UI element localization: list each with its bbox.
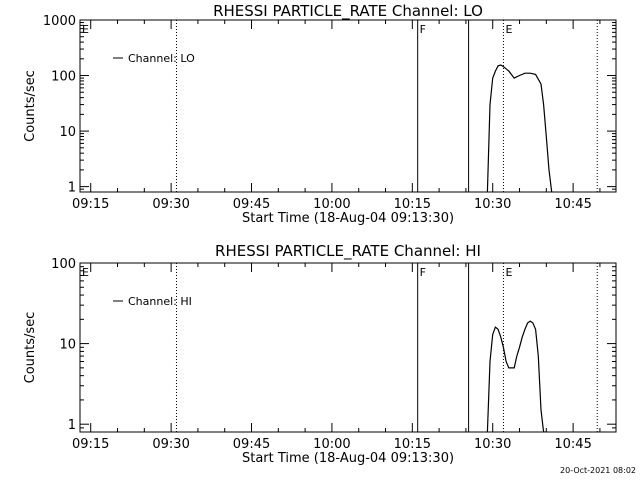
event-marker-label-0-1: F bbox=[420, 23, 426, 36]
x-tick-label-1: 09:30 bbox=[152, 437, 189, 452]
chart-title-lo: RHESSI PARTICLE_RATE Channel: LO bbox=[213, 2, 483, 20]
x-tick-label-1: 10:15 bbox=[394, 437, 431, 452]
y-tick-label-0: 1000 bbox=[43, 14, 76, 29]
corner-label-1: E bbox=[82, 266, 89, 279]
x-tick-label-0: 10:15 bbox=[394, 197, 431, 212]
x-tick-label-1: 09:15 bbox=[72, 437, 109, 452]
footer-timestamp: 20-Oct-2021 08:02 bbox=[560, 466, 636, 475]
plot-frame-1 bbox=[79, 262, 617, 433]
x-tick-label-0: 10:45 bbox=[554, 197, 591, 212]
x-tick-label-1: 10:45 bbox=[554, 437, 591, 452]
x-tick-label-0: 09:30 bbox=[152, 197, 189, 212]
x-tick-label-1: 10:00 bbox=[313, 437, 350, 452]
x-tick-label-0: 10:00 bbox=[313, 197, 350, 212]
y-tick-label-1: 1 bbox=[68, 418, 76, 433]
plot-frame-0 bbox=[79, 19, 617, 193]
chart-title-hi: RHESSI PARTICLE_RATE Channel: HI bbox=[215, 242, 481, 260]
x-tick-label-1: 09:45 bbox=[233, 437, 270, 452]
y-tick-label-1: 10 bbox=[59, 338, 76, 353]
y-tick-label-0: 100 bbox=[51, 70, 76, 85]
x-tick-label-0: 09:15 bbox=[72, 197, 109, 212]
x-axis-label-hi: Start Time (18-Aug-04 09:13:30) bbox=[241, 451, 455, 466]
x-tick-label-1: 10:30 bbox=[474, 437, 511, 452]
y-axis-label-0: Counts/sec bbox=[23, 70, 38, 142]
legend-entry-0: Channel: LO bbox=[128, 52, 195, 65]
series-line-0-0 bbox=[486, 64, 553, 192]
x-tick-label-0: 09:45 bbox=[233, 197, 270, 212]
legend-entry-1: Channel: HI bbox=[128, 295, 192, 308]
corner-label-0: E bbox=[82, 23, 89, 36]
x-axis-label-lo: Start Time (18-Aug-04 09:13:30) bbox=[241, 211, 455, 226]
x-tick-label-0: 10:30 bbox=[474, 197, 511, 212]
event-marker-label-1-3: E bbox=[505, 266, 512, 279]
y-tick-label-0: 1 bbox=[68, 181, 76, 196]
series-line-1-0 bbox=[486, 320, 547, 432]
event-marker-label-0-3: E bbox=[505, 23, 512, 36]
event-marker-label-1-1: F bbox=[420, 266, 426, 279]
y-axis-label-1: Counts/sec bbox=[23, 312, 38, 384]
y-tick-label-1: 100 bbox=[51, 257, 76, 272]
y-tick-label-0: 10 bbox=[59, 125, 76, 140]
